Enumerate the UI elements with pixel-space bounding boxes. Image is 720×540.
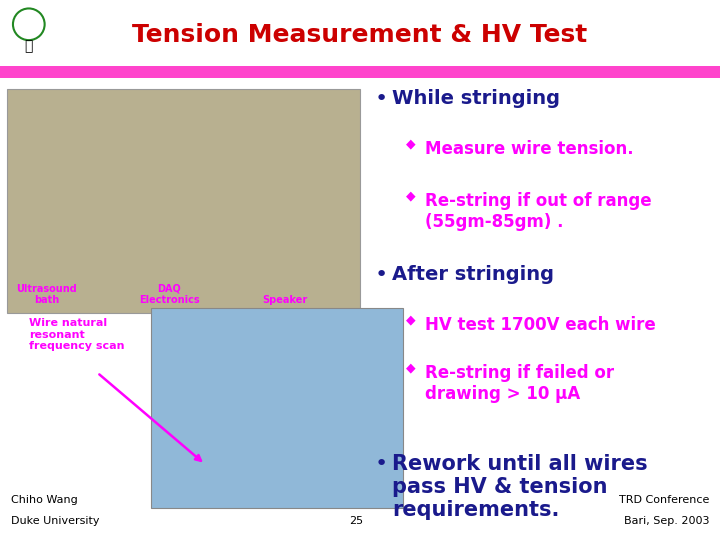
Text: •: • xyxy=(375,265,388,285)
Text: 🏋: 🏋 xyxy=(24,39,33,53)
Text: Measure wire tension.: Measure wire tension. xyxy=(425,140,634,158)
Bar xyxy=(0,66,720,78)
Text: ◆: ◆ xyxy=(405,313,415,326)
Text: TRD Conference: TRD Conference xyxy=(618,495,709,505)
Text: Chiho Wang: Chiho Wang xyxy=(11,495,78,505)
Text: ◆: ◆ xyxy=(405,362,415,375)
Text: ◆: ◆ xyxy=(405,138,415,151)
Text: Re-string if failed or
drawing > 10 μA: Re-string if failed or drawing > 10 μA xyxy=(425,364,614,403)
Text: HV test 1700V each wire: HV test 1700V each wire xyxy=(425,316,655,334)
Text: Rework until all wires
pass HV & tension
requirements.: Rework until all wires pass HV & tension… xyxy=(392,454,648,520)
Text: DAQ
Electronics: DAQ Electronics xyxy=(139,284,199,305)
Text: After stringing: After stringing xyxy=(392,265,554,284)
Text: •: • xyxy=(375,454,388,474)
Text: Wire natural
resonant
frequency scan: Wire natural resonant frequency scan xyxy=(29,318,125,352)
Text: Tension Measurement & HV Test: Tension Measurement & HV Test xyxy=(132,23,588,47)
Text: 25: 25 xyxy=(349,516,364,526)
Text: While stringing: While stringing xyxy=(392,89,560,108)
Bar xyxy=(7,89,360,313)
Text: Speaker: Speaker xyxy=(262,295,307,305)
Text: Re-string if out of range
(55gm-85gm) .: Re-string if out of range (55gm-85gm) . xyxy=(425,192,652,231)
Text: Ultrasound
bath: Ultrasound bath xyxy=(17,284,77,305)
Text: Duke University: Duke University xyxy=(11,516,99,526)
Bar xyxy=(151,308,403,508)
Text: ◆: ◆ xyxy=(405,189,415,202)
Text: •: • xyxy=(375,89,388,109)
Text: Bari, Sep. 2003: Bari, Sep. 2003 xyxy=(624,516,709,526)
